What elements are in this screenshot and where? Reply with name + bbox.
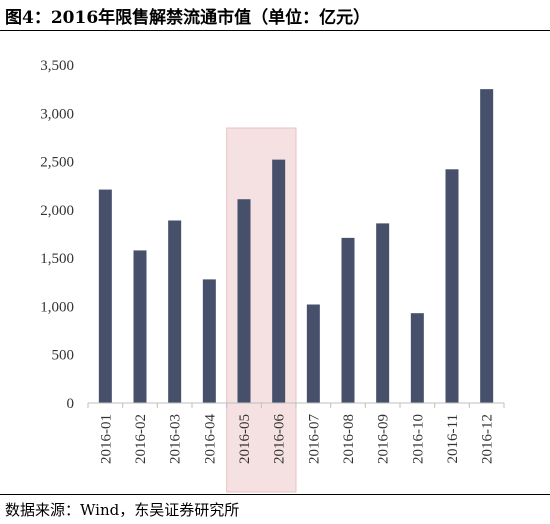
bottom-rule bbox=[0, 494, 550, 495]
y-tick-label: 1,000 bbox=[40, 299, 74, 315]
bar-2016-09 bbox=[376, 223, 390, 403]
x-tick-label: 2016-08 bbox=[341, 414, 357, 464]
figure-title: 图4：2016年限售解禁流通市值（单位：亿元） bbox=[5, 8, 371, 28]
y-tick-label: 2,000 bbox=[40, 203, 74, 219]
y-tick-label: 3,500 bbox=[40, 58, 74, 74]
x-tick-label: 2016-03 bbox=[168, 414, 184, 464]
bar-2016-02 bbox=[133, 250, 147, 403]
bar-2016-12 bbox=[480, 89, 494, 403]
x-tick-label: 2016-05 bbox=[237, 414, 253, 464]
bar-2016-05 bbox=[237, 199, 251, 403]
bar-2016-10 bbox=[410, 313, 424, 403]
bar-2016-11 bbox=[445, 169, 459, 403]
x-tick-label: 2016-01 bbox=[98, 414, 114, 464]
bar-2016-01 bbox=[98, 189, 112, 403]
bar-2016-06 bbox=[272, 159, 286, 403]
x-tick-label: 2016-11 bbox=[445, 414, 461, 463]
bar-2016-04 bbox=[202, 279, 216, 403]
x-tick-labels: 2016-01 2016-02 2016-03 2016-04 2016-05 2016-… bbox=[98, 414, 495, 464]
bars-layer bbox=[98, 89, 494, 403]
x-tick-label: 2016-10 bbox=[410, 414, 426, 464]
bar-2016-07 bbox=[306, 304, 320, 403]
x-tick-label: 2016-07 bbox=[306, 414, 322, 464]
y-tick-label: 3,000 bbox=[40, 106, 74, 122]
x-tick-label: 2016-04 bbox=[202, 414, 218, 464]
source-note: 数据来源：Wind，东吴证券研究所 bbox=[5, 501, 240, 519]
x-tick-label: 2016-12 bbox=[480, 414, 496, 464]
bar-chart: 0 500 1,000 1,500 2,000 2,500 3,000 3,500 2016-… bbox=[40, 58, 505, 493]
y-tick-label: 1,500 bbox=[40, 251, 74, 267]
x-tick-label: 2016-06 bbox=[272, 414, 288, 464]
axis-layer bbox=[87, 402, 505, 408]
x-tick-label: 2016-02 bbox=[133, 414, 149, 464]
top-rule bbox=[0, 30, 550, 31]
bar-2016-03 bbox=[168, 220, 182, 403]
y-tick-label: 500 bbox=[52, 348, 75, 364]
y-tick-labels: 0 500 1,000 1,500 2,000 2,500 3,000 3,500 bbox=[40, 58, 74, 412]
bar-2016-08 bbox=[341, 237, 355, 403]
y-tick-label: 2,500 bbox=[40, 155, 74, 171]
y-tick-label: 0 bbox=[67, 396, 75, 412]
x-tick-label: 2016-09 bbox=[376, 414, 392, 464]
